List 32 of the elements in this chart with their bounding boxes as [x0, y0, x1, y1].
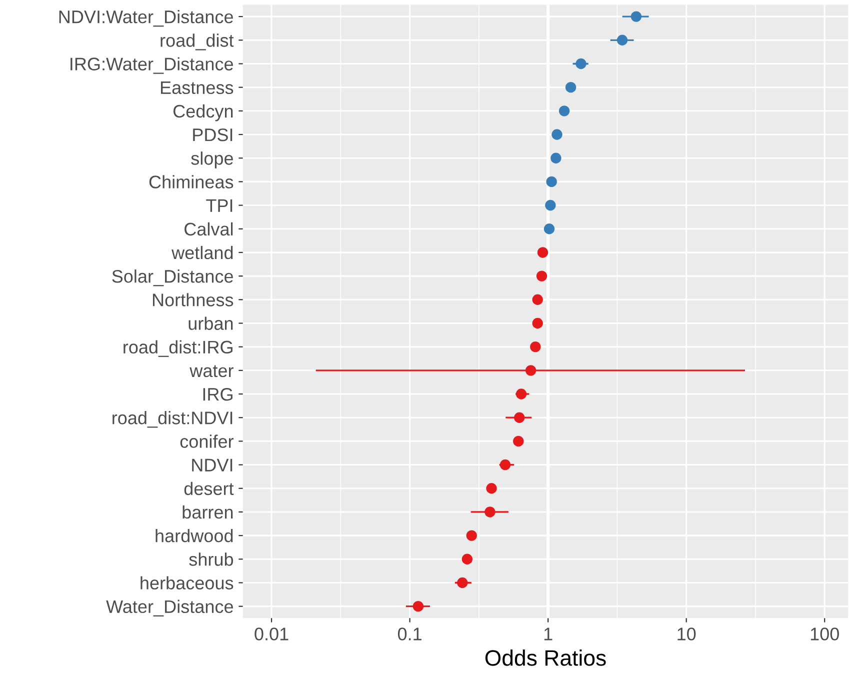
y-tick-label: PDSI: [193, 128, 232, 142]
y-tick-label: Cedcyn: [173, 104, 233, 122]
x-tick-label: 100: [810, 628, 839, 640]
x-axis-title: Odds Ratios: [485, 650, 606, 666]
y-tick-label: Chimineas: [149, 175, 234, 188]
y-tick-label: hardwood: [156, 529, 233, 542]
y-tick-label: barren: [182, 505, 233, 519]
y-tick-label: road_dist: [160, 34, 234, 50]
y-tick-label: urban: [188, 316, 233, 330]
y-tick-label: NDVI: [192, 458, 232, 472]
y-tick-label: NDVI:Water_Distance: [59, 10, 233, 27]
y-tick-label: Water_Distance: [106, 600, 233, 616]
x-tick-label: 10: [678, 628, 696, 640]
y-tick-label: road_dist:NDVI: [112, 411, 232, 428]
y-tick-label: IRG:Water_Distance: [70, 57, 233, 74]
y-tick-label: TPI: [206, 199, 232, 212]
y-tick-label: road_dist:IRG: [124, 340, 232, 357]
y-tick-label: Northness: [152, 293, 234, 306]
y-tick-label: shrub: [189, 552, 234, 566]
y-tick-label: water: [190, 365, 234, 378]
y-tick-label: desert: [184, 482, 234, 496]
y-tick-label: Calval: [184, 222, 233, 236]
y-tick-label: Eastness: [161, 81, 234, 94]
y-tick-label: herbaceous: [140, 576, 234, 590]
y-tick-label: IRG: [203, 388, 232, 401]
y-tick-label: slope: [191, 152, 233, 168]
y-tick-label: conifer: [180, 434, 234, 448]
x-tick-label: 0.01: [254, 628, 288, 640]
x-tick-label: 0.1: [398, 628, 422, 640]
x-tick-label: 1: [544, 628, 552, 640]
y-tick-label: Solar_Distance: [112, 270, 233, 286]
y-tick-label: wetland: [172, 246, 233, 260]
